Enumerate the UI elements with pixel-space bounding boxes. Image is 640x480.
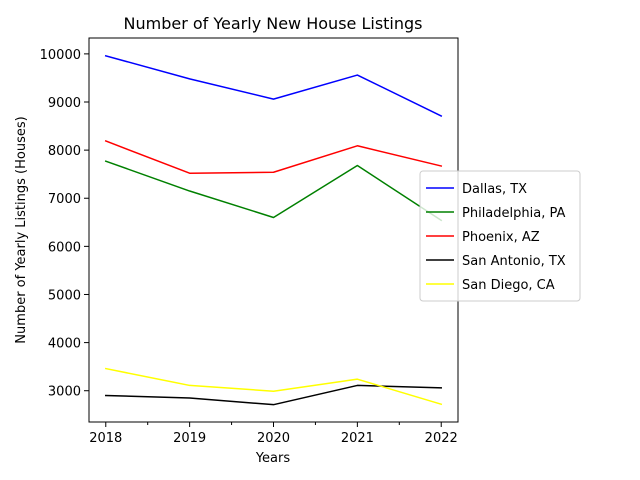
chart-title: Number of Yearly New House Listings (124, 14, 423, 33)
legend-label: Dallas, TX (462, 182, 527, 197)
y-tick-label: 10000 (40, 48, 81, 63)
legend-box (419, 170, 581, 302)
y-axis-label: Number of Yearly Listings (Houses) (14, 116, 29, 343)
y-tick-label: 5000 (48, 288, 81, 303)
series-line-1 (104, 54, 443, 117)
series-line-4 (104, 384, 443, 406)
x-tick-label: 2020 (257, 431, 290, 446)
x-tick-label: 2019 (173, 431, 206, 446)
y-tick-label: 9000 (48, 96, 81, 111)
y-tick-label: 8000 (48, 144, 81, 159)
legend-label: Philadelphia, PA (462, 206, 565, 221)
x-tick-label: 2021 (341, 431, 374, 446)
series-line-2 (104, 160, 443, 222)
legend: Dallas, TX Philadelphia, PA Phoenix, AZ San… (419, 170, 581, 302)
series-line-3 (104, 140, 443, 174)
y-tick-label: 6000 (48, 240, 81, 255)
y-tick-label: 3000 (48, 385, 81, 400)
plot-area: 2018 2019 2020 2021 2022 3000 4000 5000 6000 7000… (40, 37, 459, 446)
x-tick-label: 2022 (425, 431, 458, 446)
y-tick-label: 4000 (48, 337, 81, 352)
legend-label: San Diego, CA (462, 278, 555, 293)
x-tick-label: 2018 (89, 431, 122, 446)
legend-label: Phoenix, AZ (462, 230, 540, 245)
x-axis-label: Years (255, 451, 291, 466)
series-line-5 (104, 367, 443, 406)
y-tick-label: 7000 (48, 192, 81, 207)
legend-label: San Antonio, TX (462, 254, 566, 269)
plot-frame (88, 37, 459, 423)
